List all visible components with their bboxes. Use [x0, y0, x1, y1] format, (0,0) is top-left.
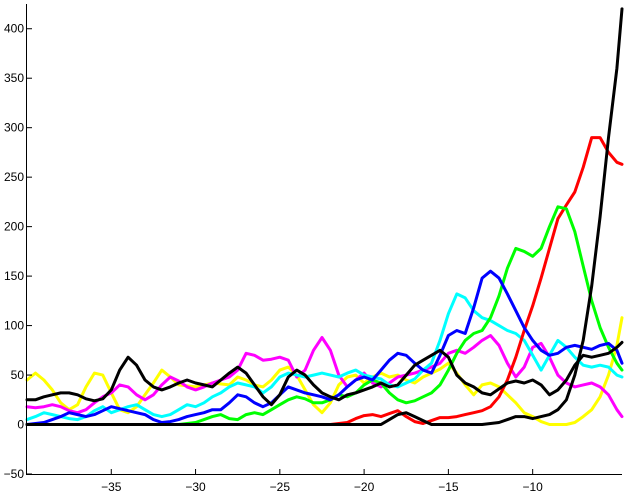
series-line-7 [25, 340, 624, 407]
y-ticks: −50 0 50 100 150 200 250 300 350 400 [4, 22, 32, 481]
x-tick-label: −15 [438, 480, 459, 491]
x-tick-label: −25 [270, 480, 291, 491]
series-line-4 [25, 136, 624, 426]
series-line-8 [25, 7, 624, 426]
axes [26, 4, 622, 475]
x-tick-label: −30 [185, 480, 206, 491]
y-tick-label: 50 [11, 368, 25, 382]
y-tick-label: 350 [4, 71, 24, 85]
y-tick-label: −50 [4, 467, 25, 481]
x-tick-label: −35 [101, 480, 122, 491]
y-tick-label: 0 [17, 418, 24, 432]
y-tick-label: 300 [4, 121, 24, 135]
y-tick-label: 150 [4, 269, 24, 283]
x-ticks: −35 −30 −25 −20 −15 −10 [101, 469, 543, 491]
y-tick-label: 400 [4, 22, 24, 36]
series-line-6 [25, 269, 624, 426]
x-tick-label: −20 [354, 480, 375, 491]
y-tick-label: 200 [4, 220, 24, 234]
y-tick-label: 100 [4, 319, 24, 333]
series-line-5 [25, 205, 624, 426]
series-line-3 [25, 292, 624, 422]
x-tick-label: −10 [522, 480, 543, 491]
y-tick-label: 250 [4, 170, 24, 184]
series-layer [25, 7, 624, 426]
series-line-2 [25, 334, 624, 419]
